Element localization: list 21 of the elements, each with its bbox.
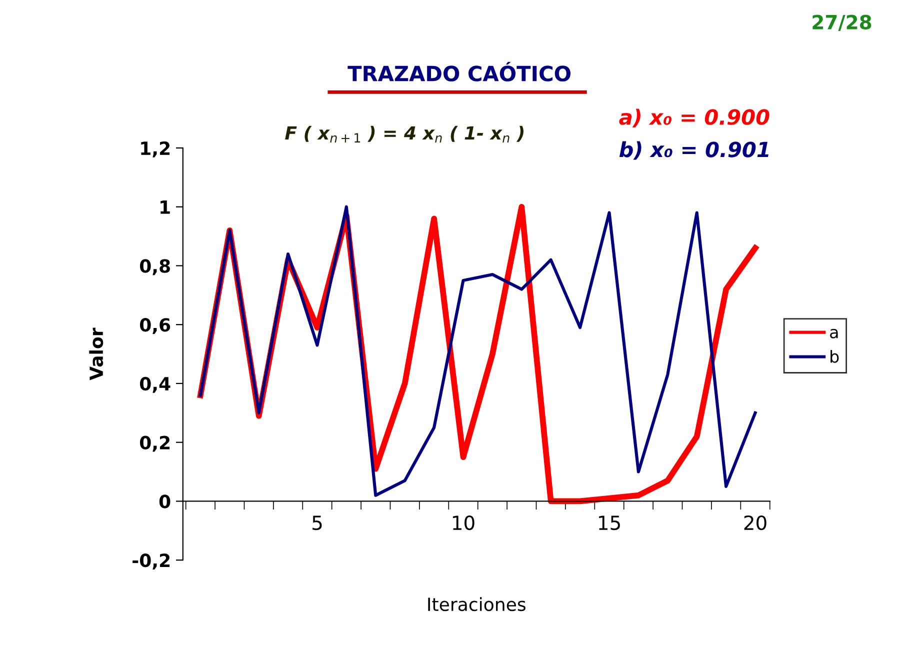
y-tick-label: 0,2 [140,436,170,452]
x-tick-label: 5 [312,516,322,530]
text: 27/28 [812,14,872,32]
y-tick-label: -0,2 [132,554,170,570]
y-axis-title: Valor [89,328,104,380]
x-axis-title: Iteraciones [428,597,526,612]
x-tick-label: 10 [453,515,474,530]
y-tick-label: 0 [159,494,170,508]
x-tick-label: 20 [744,515,766,530]
annotation: b) x₀ = 0.901 [619,141,768,160]
chart-title: TRAZADO CAÓTICO [348,62,570,82]
y-tick-label: 0,8 [140,259,170,276]
y-tick-label: 1 [160,200,170,214]
chart-subtitle: F ( x$_{n+1}$ ) = 4 x$_{n}$ ( 1- x$_{n}$ ) [285,126,524,142]
legend-label: a [830,328,838,338]
legend-label: b [830,350,839,363]
y-tick-label: 1,2 [141,141,170,158]
y-tick-label: 0,6 [140,318,170,334]
text: a) x₀ = 0.900 [619,108,770,128]
y-tick-label: 0,4 [140,376,170,393]
x-tick-label: 15 [599,516,620,530]
